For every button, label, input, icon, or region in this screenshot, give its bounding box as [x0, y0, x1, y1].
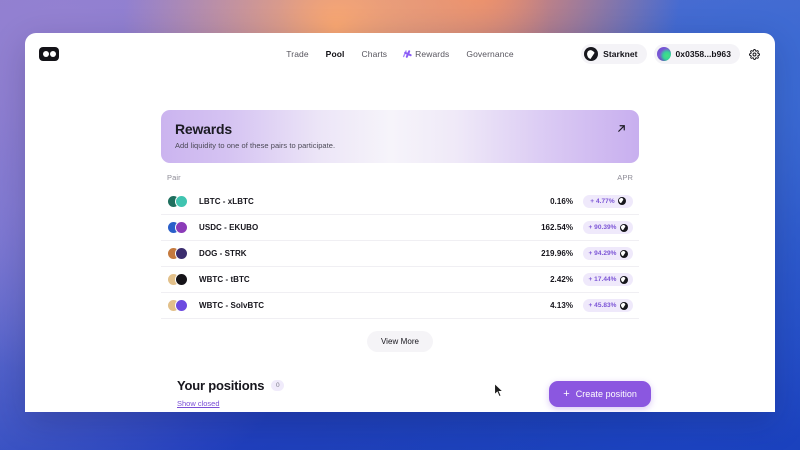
token-icon-b	[175, 299, 188, 312]
token-pair-icon	[167, 194, 192, 208]
token-icon-b	[175, 247, 188, 260]
page-body: Rewards Add liquidity to one of these pa…	[25, 110, 775, 412]
token-pair-icon	[167, 221, 192, 234]
bonus-apr-value: + 94.29%	[588, 250, 617, 257]
ekubo-logo-icon[interactable]	[39, 47, 59, 61]
pair-name: LBTC - xLBTC	[199, 196, 254, 206]
column-header-apr: APR	[617, 173, 633, 182]
status-badge: + 90.39%	[583, 221, 633, 234]
pair-name: WBTC - SolvBTC	[199, 301, 265, 310]
nav-item-rewards-label: Rewards	[415, 49, 450, 59]
gear-icon[interactable]	[747, 47, 762, 62]
token-icon-b	[175, 221, 188, 234]
show-closed-link[interactable]: Show closed	[177, 399, 220, 408]
create-position-button[interactable]: + Create position	[549, 381, 651, 407]
table-row[interactable]: WBTC - tBTC 2.42% + 17.44%	[161, 266, 639, 292]
bonus-apr-value: + 90.39%	[588, 224, 617, 231]
positions-title-row: Your positions 0	[177, 378, 285, 393]
pair-name: USDC - EKUBO	[199, 223, 259, 232]
status-badge: + 17.44%	[583, 273, 633, 286]
create-position-label: Create position	[575, 389, 637, 399]
view-more-button[interactable]: View More	[366, 331, 434, 352]
token-pair-icon	[167, 273, 192, 286]
account-controls: Starknet 0x0358...b963	[581, 44, 762, 64]
pair-name: DOG - STRK	[199, 249, 247, 258]
nav-item-rewards[interactable]: Rewards	[404, 49, 449, 59]
arrow-up-right-icon[interactable]	[616, 121, 627, 132]
view-more-container: View More	[161, 318, 639, 352]
status-badge: + 45.83%	[583, 299, 633, 312]
token-icon-b	[175, 194, 188, 208]
wallet-button[interactable]: 0x0358...b963	[653, 44, 740, 64]
positions-heading-group: Your positions 0 Show closed	[50, 378, 285, 411]
network-label: Starknet	[603, 49, 638, 59]
apr-value: 219.96%	[541, 249, 573, 258]
bonus-apr-value: + 45.83%	[588, 302, 617, 309]
table-row[interactable]: WBTC - SolvBTC 4.13% + 45.83%	[161, 292, 639, 318]
token-pair-icon	[167, 247, 192, 260]
apr-value: 2.42%	[550, 275, 573, 284]
rewards-title: Rewards	[175, 121, 232, 137]
starknet-icon	[584, 47, 599, 61]
page-title: Your positions	[177, 378, 265, 393]
column-header-pair: Pair	[167, 173, 181, 182]
nav-item-governance[interactable]: Governance	[466, 49, 514, 59]
strk-token-icon	[619, 223, 628, 232]
bonus-apr-value: + 4.77%	[590, 197, 615, 205]
apr-value: 0.16%	[550, 196, 573, 206]
status-badge: + 94.29%	[583, 247, 633, 260]
nav-item-trade[interactable]: Trade	[286, 49, 309, 59]
strk-token-icon	[617, 197, 626, 205]
app-window: Trade Pool Charts Rewards Governance Sta…	[25, 33, 775, 412]
token-pair-icon	[167, 299, 192, 312]
wallet-address: 0x0358...b963	[675, 49, 731, 59]
strk-token-icon	[619, 275, 628, 284]
apr-value: 162.54%	[541, 223, 573, 232]
main-nav: Trade Pool Charts Rewards Governance	[25, 49, 775, 59]
content-column: Rewards Add liquidity to one of these pa…	[161, 110, 639, 352]
nav-item-pool[interactable]: Pool	[325, 49, 345, 59]
pairs-table-body: LBTC - xLBTC 0.16% + 4.77% USDC - EKUBO …	[161, 188, 639, 318]
pairs-table-header: Pair APR	[161, 163, 639, 188]
rewards-subtitle: Add liquidity to one of these pairs to p…	[175, 141, 336, 150]
plus-icon: +	[563, 387, 570, 400]
sparkle-icon	[404, 50, 412, 58]
apr-value: 4.13%	[550, 301, 573, 310]
strk-token-icon	[619, 249, 628, 258]
top-navigation-bar: Trade Pool Charts Rewards Governance Sta…	[25, 33, 775, 75]
rewards-banner[interactable]: Rewards Add liquidity to one of these pa…	[161, 110, 639, 163]
positions-section: Your positions 0 Show closed + Create po…	[25, 378, 775, 411]
network-selector[interactable]: Starknet	[581, 44, 647, 64]
table-row[interactable]: LBTC - xLBTC 0.16% + 4.77%	[161, 188, 639, 214]
pair-name: WBTC - tBTC	[199, 275, 250, 284]
status-badge: + 4.77%	[583, 194, 633, 208]
positions-count-badge: 0	[271, 380, 285, 391]
table-row[interactable]: DOG - STRK 219.96% + 94.29%	[161, 240, 639, 266]
table-row[interactable]: USDC - EKUBO 162.54% + 90.39%	[161, 214, 639, 240]
strk-token-icon	[619, 301, 628, 310]
token-icon-b	[175, 273, 188, 286]
bonus-apr-value: + 17.44%	[588, 276, 617, 283]
nav-item-charts[interactable]: Charts	[361, 49, 388, 59]
wallet-avatar-icon	[656, 47, 671, 61]
